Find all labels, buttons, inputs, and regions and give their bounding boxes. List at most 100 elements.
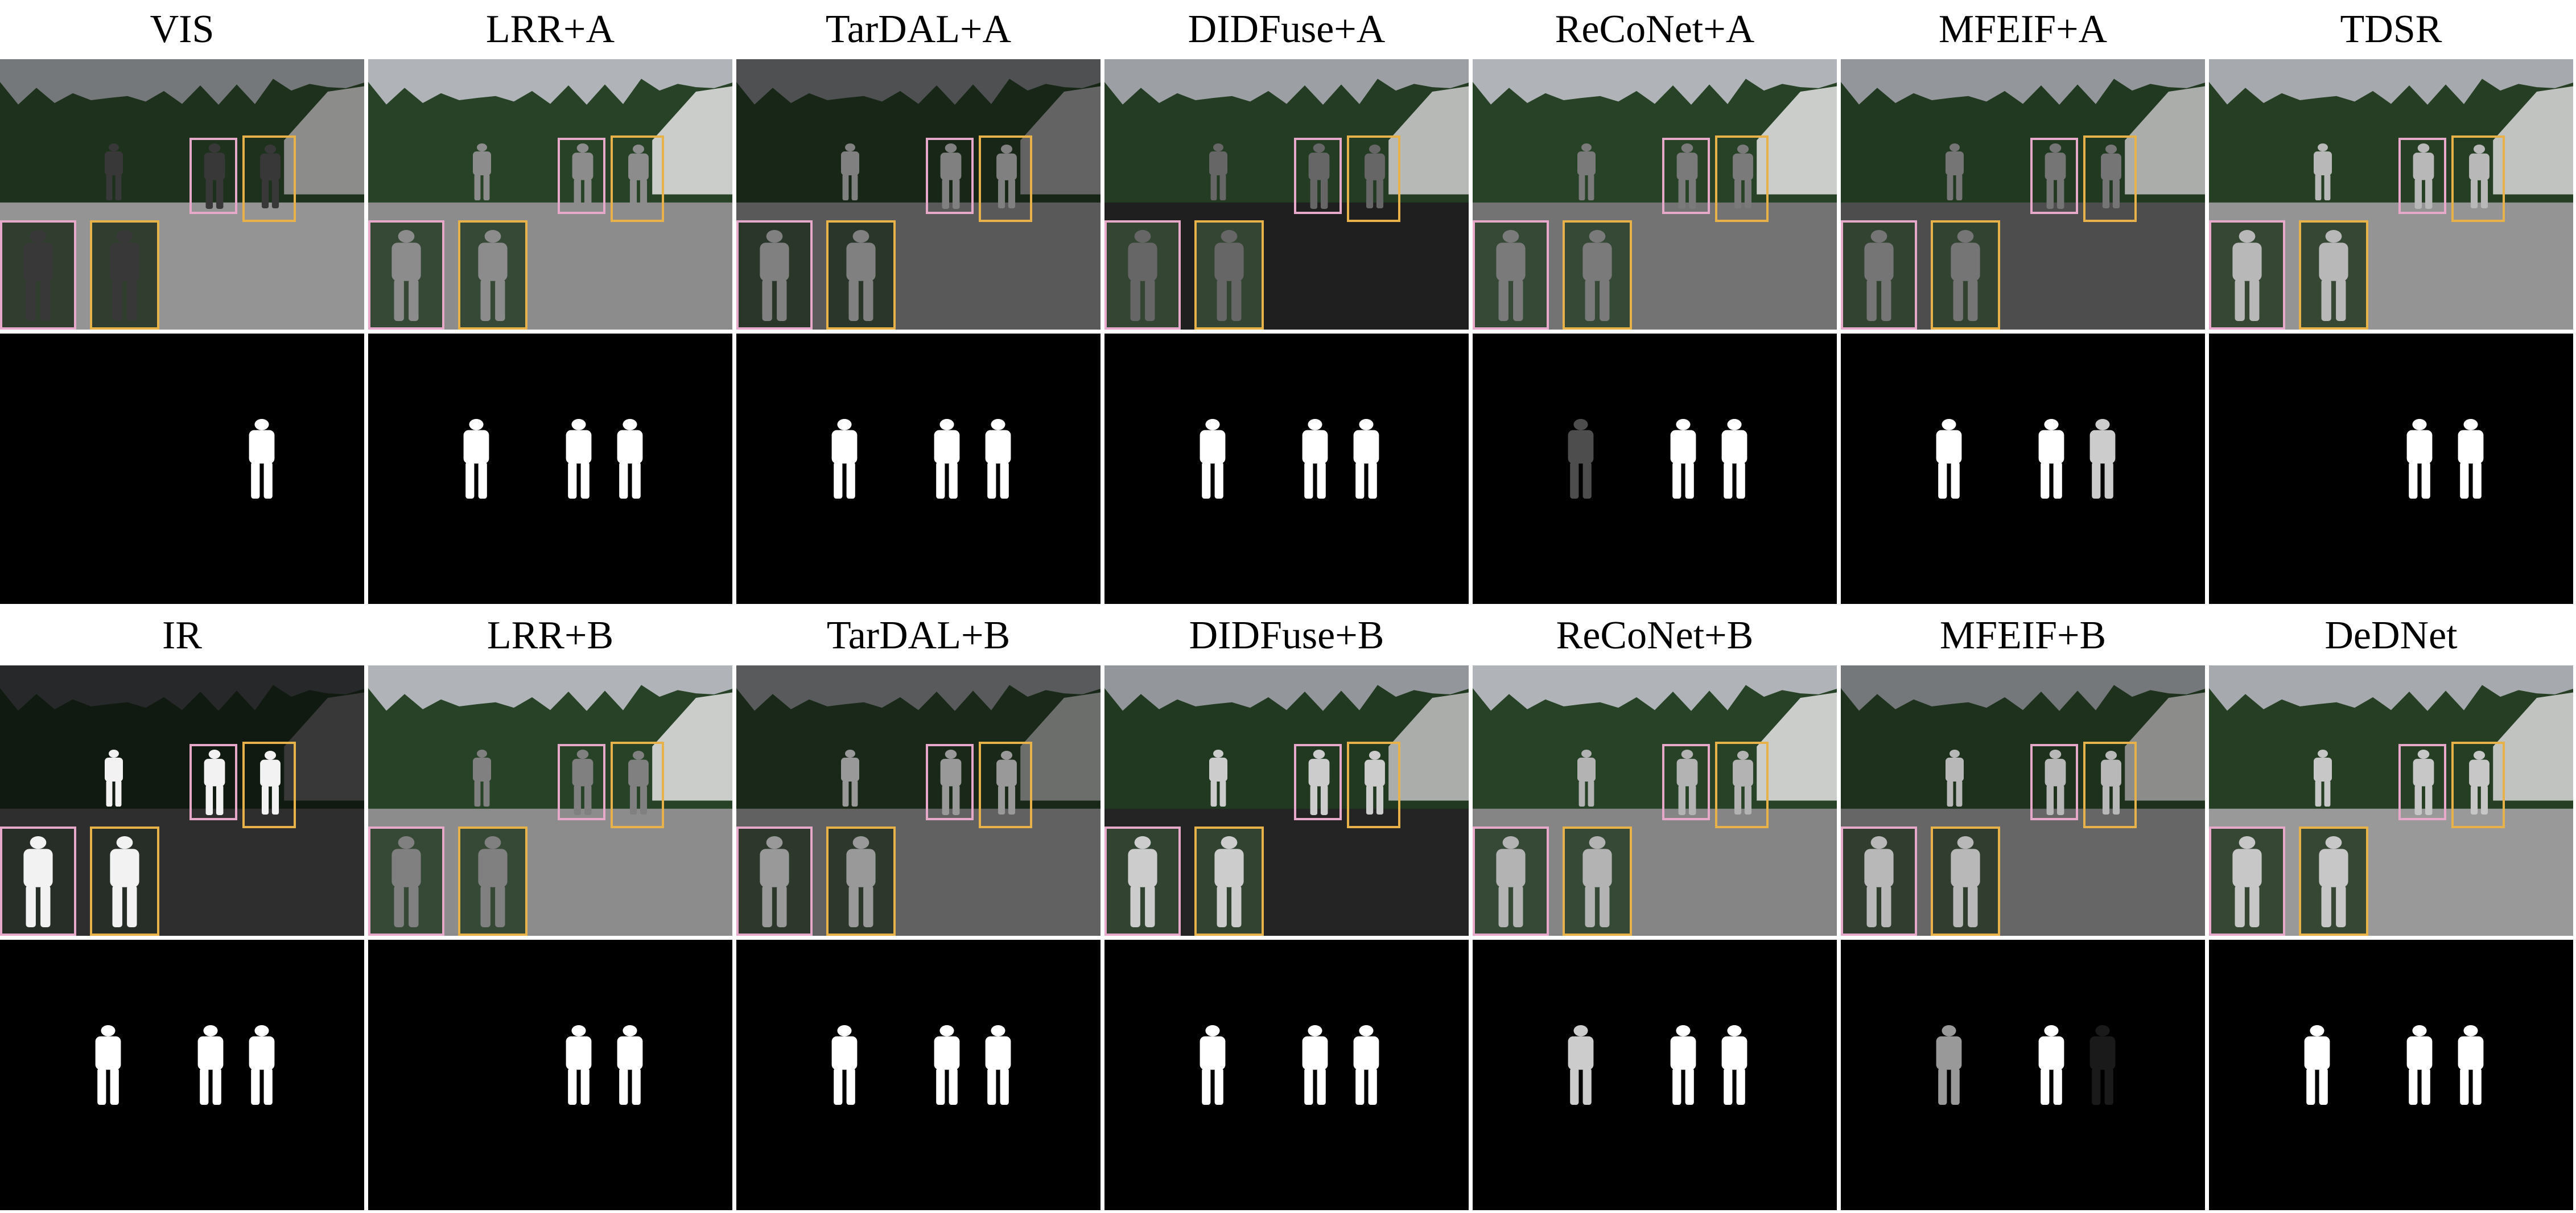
zoom-inset-yellow bbox=[458, 827, 527, 936]
fused-scene-image bbox=[0, 665, 364, 936]
person-right bbox=[1733, 145, 1753, 208]
building bbox=[1757, 692, 1837, 801]
zoom-inset-pink bbox=[368, 220, 444, 330]
mask-person-right bbox=[1353, 1025, 1379, 1105]
detection-mask-image bbox=[1841, 940, 2205, 1210]
zoomed-person-yellow bbox=[846, 836, 876, 927]
zoom-inset-yellow bbox=[2299, 827, 2368, 936]
zoom-inset-yellow bbox=[826, 827, 896, 936]
zoomed-person-pink bbox=[1128, 836, 1157, 927]
detection-mask-image bbox=[1104, 334, 1469, 604]
mask-person-right bbox=[1721, 1025, 1747, 1105]
building bbox=[2125, 692, 2205, 801]
person-left bbox=[1946, 143, 1964, 200]
mask-person-middle bbox=[566, 1025, 592, 1105]
yellow-highlight-box bbox=[1347, 742, 1400, 828]
person-left bbox=[1577, 750, 1596, 807]
building bbox=[1388, 692, 1469, 801]
pink-highlight-box bbox=[558, 744, 605, 820]
person-middle bbox=[2045, 750, 2066, 815]
panel-title: ReCoNet+B bbox=[1556, 614, 1754, 657]
building bbox=[652, 86, 732, 195]
zoomed-person-yellow bbox=[110, 836, 139, 927]
zoomed-person-pink bbox=[391, 836, 421, 927]
detection-mask-image bbox=[736, 334, 1101, 604]
zoomed-person-pink bbox=[760, 836, 789, 927]
mask-person-right bbox=[1721, 419, 1747, 499]
mask-person-left bbox=[1200, 1025, 1226, 1105]
pink-highlight-box bbox=[2398, 138, 2446, 214]
zoom-inset-yellow bbox=[1194, 827, 1264, 936]
pink-highlight-box bbox=[926, 744, 974, 820]
panel-title: DIDFuse+B bbox=[1189, 614, 1384, 657]
panel-title: LRR+A bbox=[485, 7, 615, 51]
person-right bbox=[628, 145, 649, 208]
detection-mask-image bbox=[368, 334, 732, 604]
yellow-highlight-box bbox=[979, 135, 1032, 222]
fused-scene-image bbox=[1473, 665, 1837, 936]
zoom-inset-yellow bbox=[1931, 220, 2000, 330]
fused-scene-image bbox=[2209, 59, 2573, 330]
mask-person-middle bbox=[566, 419, 592, 499]
mask-person-middle bbox=[1302, 419, 1328, 499]
person-right bbox=[1733, 751, 1753, 815]
zoomed-person-yellow bbox=[478, 836, 508, 927]
pink-highlight-box bbox=[2030, 744, 2078, 820]
panel-title: MFEIF+B bbox=[1939, 614, 2107, 657]
yellow-highlight-box bbox=[979, 742, 1032, 828]
person-right bbox=[260, 751, 281, 815]
person-middle bbox=[1676, 143, 1698, 209]
person-middle bbox=[2413, 750, 2434, 815]
person-left bbox=[841, 750, 859, 807]
person-left bbox=[2314, 143, 2332, 200]
zoom-inset-pink bbox=[0, 220, 76, 330]
mask-person-left bbox=[1568, 1025, 1594, 1105]
building bbox=[284, 86, 364, 195]
zoom-inset-yellow bbox=[90, 220, 159, 330]
person-left bbox=[473, 750, 491, 807]
fused-scene-image bbox=[368, 665, 732, 936]
person-middle bbox=[940, 143, 962, 209]
mask-person-left bbox=[2304, 1025, 2330, 1105]
panel-title: VIS bbox=[150, 7, 215, 51]
fused-scene-image bbox=[0, 59, 364, 330]
mask-person-left bbox=[95, 1025, 121, 1105]
zoomed-person-yellow bbox=[1582, 230, 1612, 321]
zoom-inset-pink bbox=[368, 827, 444, 936]
building bbox=[1020, 86, 1101, 195]
pink-highlight-box bbox=[1662, 138, 1710, 214]
mask-person-left bbox=[1936, 1025, 1962, 1105]
pink-highlight-box bbox=[189, 744, 237, 820]
panel-title: DeDNet bbox=[2324, 614, 2458, 657]
mask-person-right bbox=[2458, 419, 2484, 499]
yellow-highlight-box bbox=[242, 135, 296, 222]
zoom-inset-pink bbox=[0, 827, 76, 936]
person-right bbox=[996, 145, 1017, 208]
zoom-inset-yellow bbox=[90, 827, 159, 936]
detection-mask-image bbox=[1473, 334, 1837, 604]
zoomed-person-yellow bbox=[110, 230, 139, 321]
panel-title: ReCoNet+A bbox=[1555, 7, 1755, 51]
fused-scene-image bbox=[368, 59, 732, 330]
zoom-inset-yellow bbox=[1194, 220, 1264, 330]
detection-mask-image bbox=[368, 940, 732, 1210]
mask-person-left bbox=[831, 1025, 858, 1105]
building bbox=[284, 692, 364, 801]
pink-highlight-box bbox=[1294, 744, 1342, 820]
zoom-inset-pink bbox=[736, 220, 813, 330]
building bbox=[1757, 86, 1837, 195]
zoom-inset-yellow bbox=[1563, 220, 1632, 330]
person-middle bbox=[1308, 143, 1330, 209]
person-middle bbox=[2413, 143, 2434, 209]
person-middle bbox=[204, 750, 225, 815]
mask-person-middle bbox=[1302, 1025, 1328, 1105]
person-middle bbox=[2045, 143, 2066, 209]
zoom-inset-pink bbox=[1104, 220, 1181, 330]
detection-mask-image bbox=[1841, 334, 2205, 604]
panel-title: LRR+B bbox=[487, 614, 614, 657]
zoom-inset-pink bbox=[1473, 220, 1549, 330]
zoomed-person-yellow bbox=[478, 230, 508, 321]
person-left bbox=[473, 143, 491, 200]
person-left bbox=[105, 143, 123, 200]
person-middle bbox=[1676, 750, 1698, 815]
